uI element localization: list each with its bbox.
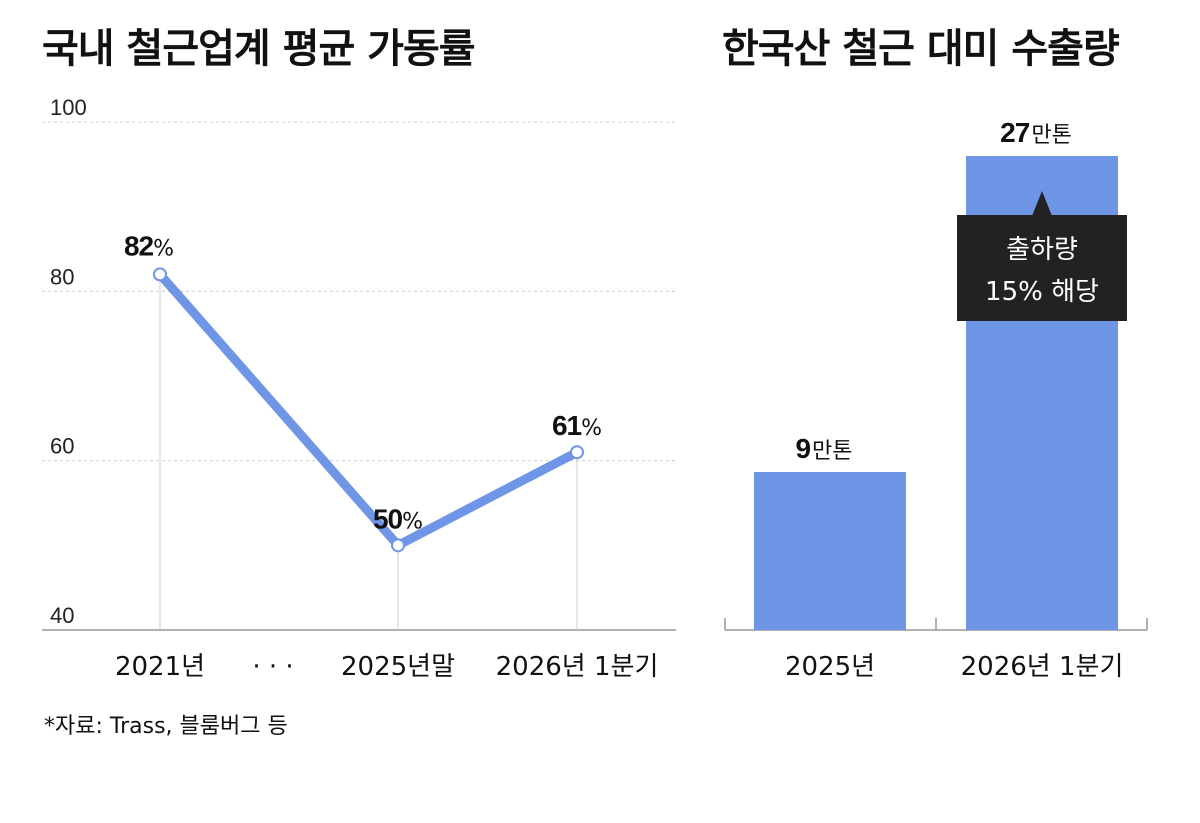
data-point [153, 267, 167, 282]
line-chart-title: 국내 철근업계 평균 가동률 [42, 26, 476, 72]
bar-chart: 9만톤 2025년 27만톤 2026년 1분기 출하량 15% 해당 [724, 117, 1148, 682]
callout-line-1: 출하량 [1006, 235, 1078, 265]
source-note: *자료: Trass, 블룸버그 등 [44, 714, 288, 739]
x-tick-label: 2025년말 [341, 652, 455, 682]
callout-pointer [1032, 191, 1052, 216]
y-tick-label: 60 [50, 434, 74, 459]
data-label: 50% [373, 503, 423, 534]
x-tick-label: 2021년 [115, 652, 205, 682]
callout-box [957, 215, 1127, 321]
data-label: 61% [552, 410, 602, 441]
gap-marker: · · · [252, 652, 293, 682]
x-tick-label: 2026년 1분기 [496, 652, 659, 682]
y-tick-label: 80 [50, 264, 74, 289]
data-point [570, 445, 584, 460]
bar [754, 472, 906, 630]
line-chart: 100 80 60 40 82% 50% 61% 2021년 2025년말 2026년 1분기 · … [42, 95, 676, 682]
series-line [155, 269, 582, 550]
data-label: 82% [124, 230, 174, 261]
bar-value-label: 9만톤 [795, 433, 852, 464]
x-tick-label: 2026년 1분기 [961, 652, 1124, 682]
bar-chart-title: 한국산 철근 대미 수출량 [722, 26, 1120, 72]
data-point [391, 538, 405, 553]
y-tick-label: 40 [50, 603, 74, 628]
callout-line-2: 15% 해당 [985, 277, 1099, 307]
x-tick-label: 2025년 [785, 652, 875, 682]
y-tick-label: 100 [50, 95, 87, 120]
bar-value-label: 27만톤 [1000, 117, 1072, 148]
